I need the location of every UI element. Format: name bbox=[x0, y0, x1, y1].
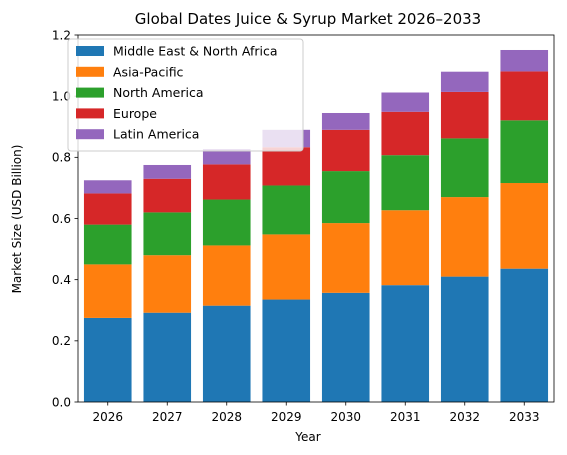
bar-segment bbox=[440, 276, 489, 402]
bar-segment bbox=[143, 212, 192, 256]
bar-segment bbox=[83, 317, 132, 402]
y-tick-label: 0.8 bbox=[52, 151, 71, 165]
y-tick-label: 0.2 bbox=[52, 334, 71, 348]
series-1 bbox=[83, 183, 549, 318]
bar-segment bbox=[202, 149, 251, 165]
bar-segment bbox=[321, 129, 370, 172]
y-axis-label: Market Size (USD Billion) bbox=[10, 145, 24, 294]
series-0 bbox=[83, 268, 549, 402]
bar-segment bbox=[143, 164, 192, 179]
bar-segment bbox=[262, 147, 311, 186]
legend-box bbox=[67, 38, 304, 152]
bar-segment bbox=[440, 91, 489, 139]
axes-layer: 0.0 0.2 0.4 0.6 0.8 1.0 1.2 2026 2027 2028 2029 203… bbox=[52, 28, 555, 424]
x-tick-label: 2027 bbox=[152, 410, 183, 424]
bar-segment bbox=[262, 299, 311, 402]
bar-segment bbox=[500, 71, 549, 121]
bar-segment bbox=[321, 112, 370, 130]
legend-label: Latin America bbox=[113, 127, 199, 142]
y-tick-label: 1.2 bbox=[52, 28, 71, 42]
legend-label: Middle East & North Africa bbox=[113, 44, 278, 59]
legend-label: North America bbox=[113, 85, 204, 100]
bar-segment bbox=[83, 224, 132, 265]
x-tick-label: 2030 bbox=[330, 410, 361, 424]
y-tick-label: 1.0 bbox=[52, 89, 71, 103]
bar-segment bbox=[262, 234, 311, 300]
legend: Middle East & North Africa Asia-Pacific No… bbox=[67, 38, 304, 152]
bar-segment bbox=[202, 245, 251, 306]
legend-label: Europe bbox=[113, 106, 157, 121]
x-tick-label: 2026 bbox=[92, 410, 123, 424]
bar-segment bbox=[500, 268, 549, 402]
x-tick-label: 2029 bbox=[271, 410, 302, 424]
legend-label: Asia-Pacific bbox=[113, 64, 184, 79]
bar-segment bbox=[202, 305, 251, 402]
bar-segment bbox=[262, 185, 311, 235]
bar-segment bbox=[440, 197, 489, 277]
bar-segment bbox=[500, 120, 549, 184]
bar-segment bbox=[381, 155, 430, 211]
bar-segment bbox=[143, 178, 192, 213]
bar-segment bbox=[143, 255, 192, 313]
bar-segment bbox=[381, 111, 430, 156]
bar-segment bbox=[202, 199, 251, 246]
legend-swatch bbox=[76, 46, 104, 56]
bars-layer bbox=[83, 49, 549, 402]
x-axis-label: Year bbox=[294, 430, 320, 444]
bar-segment bbox=[83, 264, 132, 318]
x-tick-label: 2032 bbox=[449, 410, 480, 424]
y-tick-label: 0.4 bbox=[52, 273, 71, 287]
bar-segment bbox=[143, 312, 192, 402]
series-2 bbox=[83, 120, 549, 265]
bar-segment bbox=[321, 171, 370, 224]
legend-swatch bbox=[76, 87, 104, 98]
x-tick-label: 2028 bbox=[211, 410, 242, 424]
legend-swatch bbox=[76, 108, 104, 119]
series-4 bbox=[83, 49, 549, 194]
bar-segment bbox=[381, 92, 430, 112]
bar-segment bbox=[321, 292, 370, 402]
legend-swatch bbox=[76, 66, 104, 77]
y-tick-label: 0.6 bbox=[52, 212, 71, 226]
chart-title: Global Dates Juice & Syrup Market 2026–2… bbox=[135, 10, 481, 28]
series-3 bbox=[83, 71, 549, 225]
bar-segment bbox=[500, 183, 549, 269]
bar-segment bbox=[202, 164, 251, 200]
legend-swatch bbox=[76, 129, 104, 140]
bar-segment bbox=[83, 193, 132, 225]
bar-segment bbox=[381, 285, 430, 402]
bar-segment bbox=[440, 138, 489, 198]
bar-segment bbox=[321, 223, 370, 293]
bar-segment bbox=[381, 210, 430, 286]
bar-segment bbox=[500, 49, 549, 72]
x-tick-label: 2031 bbox=[390, 410, 421, 424]
bar-segment bbox=[440, 71, 489, 92]
y-tick-label: 0.0 bbox=[52, 395, 71, 409]
x-tick-label: 2033 bbox=[509, 410, 540, 424]
bar-segment bbox=[83, 180, 132, 194]
